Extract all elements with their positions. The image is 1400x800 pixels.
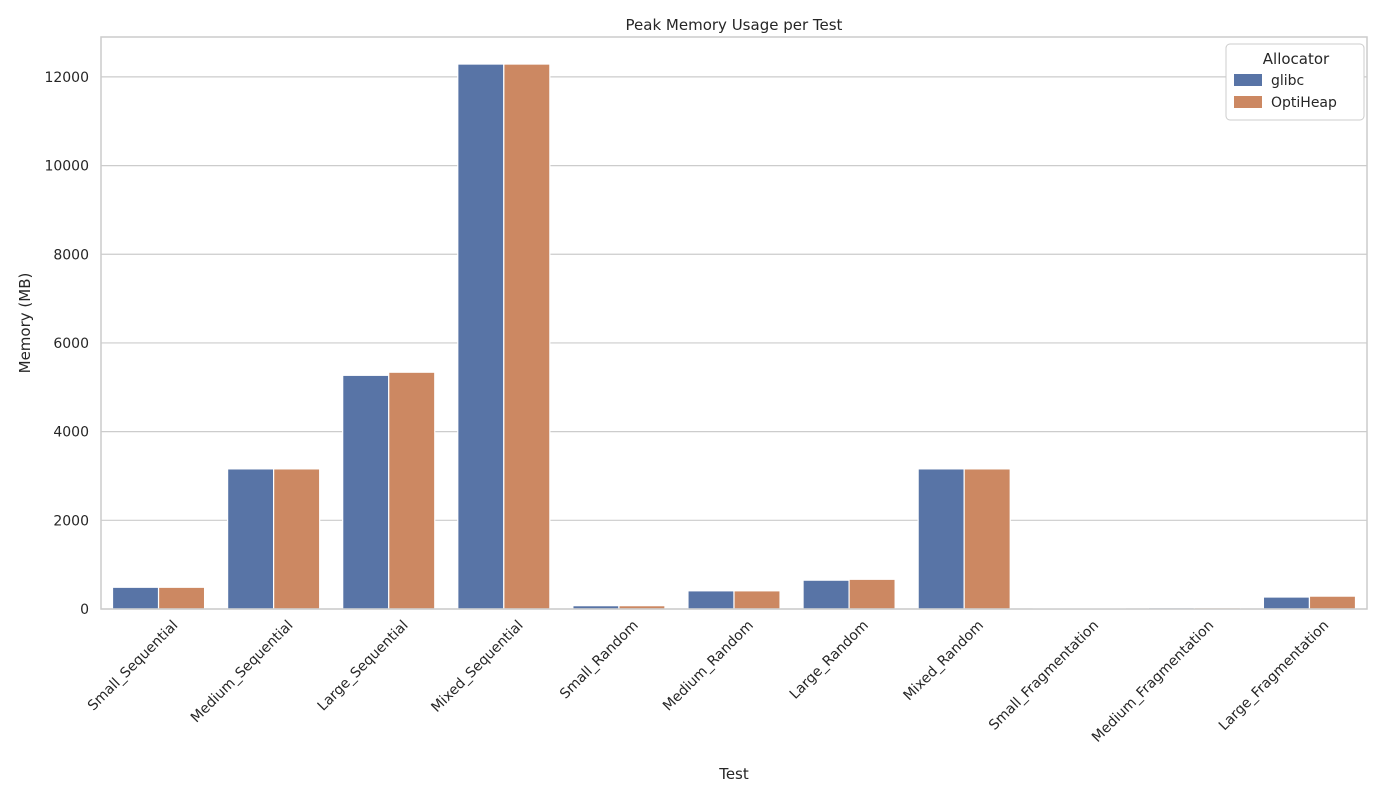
bar-glibc-large-sequential bbox=[342, 374, 390, 610]
y-tick-labels: 0 2000 4000 6000 8000 10000 12000 bbox=[44, 70, 89, 618]
bar-optiheap-mixed-random bbox=[963, 468, 1011, 610]
x-tick-label: Mixed_Sequential bbox=[428, 618, 526, 716]
axes-frame bbox=[100, 36, 1368, 610]
bar-glibc-large-fragmentation bbox=[1262, 596, 1311, 610]
x-tick-label: Small_Sequential bbox=[85, 618, 182, 715]
bar-optiheap-large-sequential bbox=[388, 371, 436, 610]
bar-optiheap-mixed-sequential bbox=[503, 63, 551, 610]
y-tick-label: 4000 bbox=[53, 425, 89, 441]
y-tick-label: 6000 bbox=[53, 336, 89, 352]
y-tick-label: 0 bbox=[80, 602, 89, 618]
x-tick-label: Large_Random bbox=[787, 618, 872, 703]
x-tick-label: Medium_Fragmentation bbox=[1089, 618, 1217, 746]
y-tick-label: 2000 bbox=[53, 513, 89, 529]
y-tick-label: 8000 bbox=[53, 247, 89, 263]
bars bbox=[111, 63, 1357, 610]
y-tick-label: 10000 bbox=[44, 159, 89, 175]
legend-title: Allocator bbox=[1263, 50, 1330, 68]
bar-glibc-large-random bbox=[802, 579, 850, 610]
legend-swatch-glibc bbox=[1234, 74, 1262, 86]
x-tick-label: Large_Fragmentation bbox=[1216, 618, 1332, 734]
bar-optiheap-small-sequential bbox=[157, 586, 206, 610]
bar-glibc-medium-random bbox=[687, 590, 735, 610]
legend-label-glibc: glibc bbox=[1271, 73, 1304, 89]
legend-swatch-optiheap bbox=[1234, 96, 1262, 108]
x-tick-label: Small_Fragmentation bbox=[986, 618, 1102, 734]
bar-optiheap-large-fragmentation bbox=[1308, 595, 1357, 610]
x-tick-label: Large_Sequential bbox=[315, 618, 412, 715]
legend: Allocator glibc OptiHeap bbox=[1225, 43, 1365, 121]
bar-glibc-mixed-sequential bbox=[457, 63, 505, 610]
x-tick-label: Mixed_Random bbox=[901, 618, 987, 704]
y-tick-label: 12000 bbox=[44, 70, 89, 86]
y-axis-label: Memory (MB) bbox=[16, 273, 34, 374]
bar-optiheap-medium-random bbox=[733, 590, 781, 610]
bar-glibc-small-sequential bbox=[111, 586, 160, 610]
legend-label-optiheap: OptiHeap bbox=[1271, 95, 1337, 111]
x-tick-labels: Small_Sequential Medium_Sequential Large_S… bbox=[85, 618, 1332, 746]
bar-optiheap-large-random bbox=[848, 578, 896, 610]
bar-glibc-medium-sequential bbox=[227, 468, 275, 610]
x-tick-label: Medium_Sequential bbox=[188, 618, 297, 727]
x-tick-label: Medium_Random bbox=[660, 618, 757, 715]
bar-optiheap-medium-sequential bbox=[273, 468, 321, 610]
plot-border bbox=[100, 36, 1368, 610]
x-tick-label: Small_Random bbox=[557, 618, 642, 703]
x-axis-label: Test bbox=[718, 765, 749, 783]
chart-title: Peak Memory Usage per Test bbox=[626, 16, 843, 34]
bar-glibc-mixed-random bbox=[917, 468, 965, 610]
